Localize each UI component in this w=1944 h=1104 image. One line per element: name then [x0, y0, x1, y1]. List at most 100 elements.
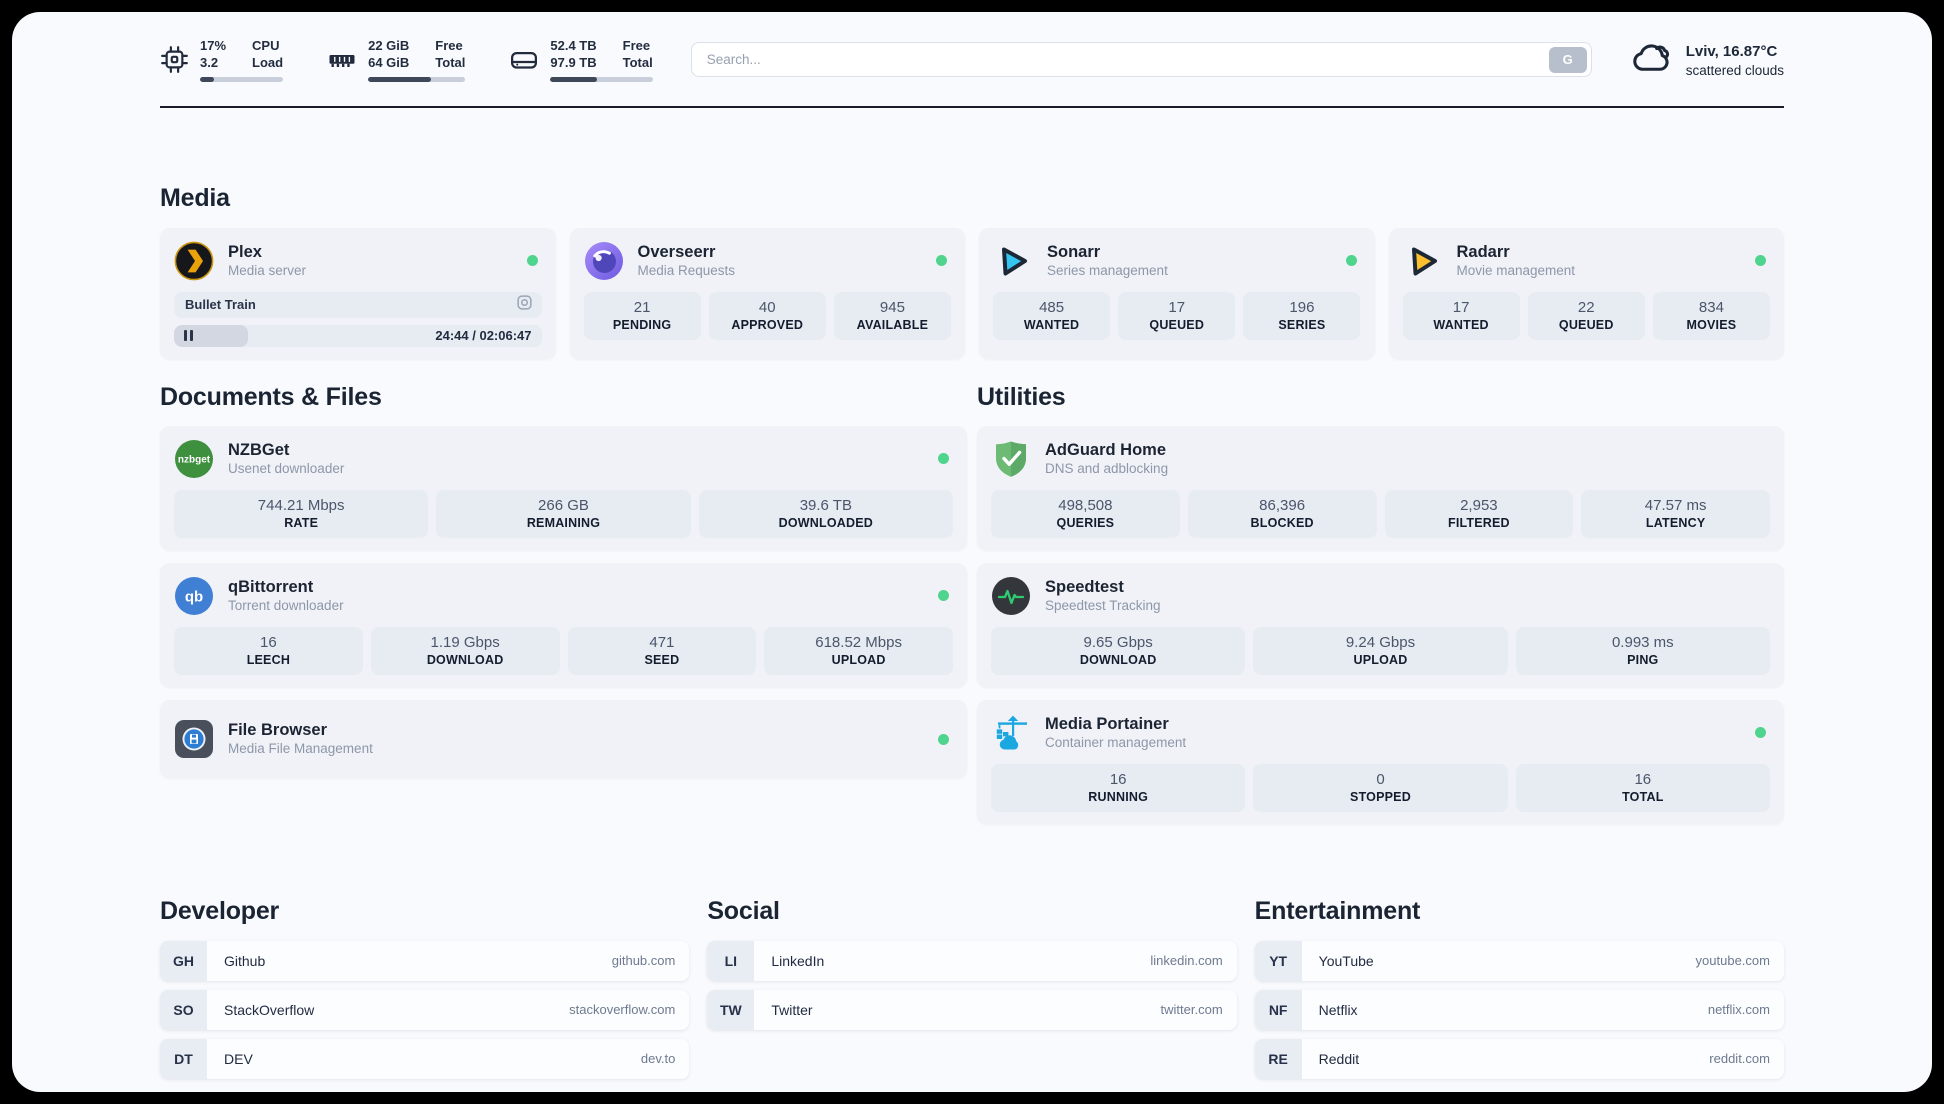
app-card-plex[interactable]: Plex Media server Bullet Train: [160, 227, 556, 359]
app-name: qBittorrent: [228, 577, 314, 596]
sonarr-icon: [993, 241, 1033, 281]
app-card-portainer[interactable]: Media Portainer Container management 16 R…: [977, 699, 1784, 824]
cloud-icon: [1630, 39, 1674, 80]
bookmark-dev[interactable]: DT DEV dev.to: [160, 1038, 690, 1079]
bookmark-url: dev.to: [640, 1051, 676, 1067]
bookmark-name: StackOverflow: [224, 1001, 315, 1018]
bookmark-name: Reddit: [1318, 1050, 1360, 1067]
bookmark-twitter[interactable]: TW Twitter twitter.com: [707, 989, 1237, 1030]
bookmark-netflix[interactable]: NF Netflix netflix.com: [1254, 989, 1784, 1030]
stat-downloaded: 39.6 TB DOWNLOADED: [698, 489, 953, 538]
app-card-sonarr[interactable]: Sonarr Series management 485 WANTED 17 QUE…: [979, 227, 1375, 359]
bookmark-url: youtube.com: [1695, 953, 1770, 969]
screenshot-icon[interactable]: [516, 294, 533, 316]
bookmark-abbr: LI: [707, 940, 755, 981]
search-bar: G: [690, 42, 1592, 78]
app-description: Media File Management: [228, 741, 373, 757]
bookmark-abbr: GH: [160, 940, 207, 981]
stat-queued: 17 QUEUED: [1118, 291, 1236, 340]
bookmark-url: reddit.com: [1709, 1051, 1770, 1067]
dashboard-page: 17% 3.2 CPU Load: [12, 12, 1932, 1092]
app-name: Sonarr: [1047, 242, 1101, 261]
status-badge: [1755, 726, 1766, 738]
top-bar: 17% 3.2 CPU Load: [160, 12, 1784, 82]
weather-widget: Lviv, 16.87°C scattered clouds: [1630, 39, 1784, 80]
app-name: Radarr: [1456, 242, 1510, 261]
weather-summary: Lviv, 16.87°C: [1685, 43, 1778, 61]
section-title-social: Social: [707, 896, 780, 925]
now-playing-row: Bullet Train: [174, 291, 542, 318]
memory-values: 22 GiB 64 GiB: [368, 38, 410, 70]
app-card-radarr[interactable]: Radarr Movie management 17 WANTED 22 QUEUE…: [1388, 227, 1784, 359]
app-description: Usenet downloader: [228, 461, 345, 477]
app-name: File Browser: [228, 720, 328, 739]
app-card-nzbget[interactable]: nzbget NZBGet Usenet downloader 744.21 M…: [160, 425, 967, 550]
stat-pending: 21 PENDING: [583, 291, 701, 340]
app-card-filebrowser[interactable]: File Browser Media File Management: [160, 699, 967, 778]
bookmark-youtube[interactable]: YT YouTube youtube.com: [1254, 940, 1784, 981]
status-badge: [938, 733, 949, 745]
stat-queries: 498,508 QUERIES: [991, 489, 1180, 538]
bookmark-abbr: RE: [1254, 1038, 1302, 1079]
status-badge: [1755, 254, 1766, 266]
bookmark-name: Netflix: [1318, 1001, 1358, 1018]
app-name: Plex: [228, 242, 262, 261]
stat-total: 16 TOTAL: [1515, 763, 1770, 812]
filebrowser-icon: [174, 719, 214, 759]
stat-download: 1.19 Gbps DOWNLOAD: [370, 626, 560, 675]
stat-filtered: 2,953 FILTERED: [1384, 489, 1574, 538]
ram-icon: [327, 45, 357, 75]
bookmark-github[interactable]: GH Github github.com: [160, 940, 690, 981]
playback-progress-bar: 24:44 / 02:06:47: [174, 324, 542, 347]
app-card-overseerr[interactable]: Overseerr Media Requests 21 PENDING 40 APP…: [569, 227, 965, 359]
bookmark-name: Github: [224, 952, 266, 969]
section-title-entertainment: Entertainment: [1254, 896, 1421, 925]
bookmark-url: github.com: [611, 953, 676, 969]
bookmark-name: YouTube: [1318, 952, 1374, 969]
stat-approved: 40 APPROVED: [708, 291, 826, 340]
bookmark-linkedin[interactable]: LI LinkedIn linkedin.com: [707, 940, 1237, 981]
section-title-media: Media: [160, 183, 230, 212]
app-card-speedtest[interactable]: Speedtest Speedtest Tracking 9.65 Gbps DO…: [977, 562, 1784, 687]
cpu-values: 17% 3.2: [200, 38, 227, 70]
stat-remaining: 266 GB REMAINING: [436, 489, 691, 538]
status-badge: [938, 452, 949, 464]
stat-rate: 744.21 Mbps RATE: [174, 489, 429, 538]
cpu-icon: [160, 45, 189, 74]
adguard-icon: [991, 439, 1031, 479]
svg-text:nzbget: nzbget: [178, 454, 211, 465]
app-name: AdGuard Home: [1045, 440, 1167, 459]
stat-ping: 0.993 ms PING: [1515, 626, 1770, 675]
memory-progress-bar: [368, 76, 466, 82]
bookmark-abbr: TW: [707, 989, 755, 1030]
playback-time: 24:44 / 02:06:47: [435, 328, 532, 344]
search-engine-button[interactable]: G: [1548, 46, 1587, 73]
cpu-progress-bar: [200, 76, 284, 82]
stat-blocked: 86,396 BLOCKED: [1187, 489, 1377, 538]
stat-seed: 471 SEED: [567, 626, 757, 675]
pause-icon: [184, 330, 193, 342]
bookmark-stackoverflow[interactable]: SO StackOverflow stackoverflow.com: [160, 989, 690, 1030]
bookmark-abbr: SO: [160, 989, 207, 1030]
app-description: DNS and adblocking: [1045, 461, 1169, 477]
bookmark-url: stackoverflow.com: [569, 1002, 676, 1018]
bookmark-name: DEV: [224, 1050, 253, 1067]
disk-values: 52.4 TB 97.9 TB: [550, 38, 597, 70]
app-card-qbittorrent[interactable]: qb qBittorrent Torrent downloader 16 LEEC…: [160, 562, 967, 687]
system-metrics: 17% 3.2 CPU Load: [160, 38, 653, 82]
search-input[interactable]: [690, 42, 1592, 78]
bookmark-reddit[interactable]: RE Reddit reddit.com: [1254, 1038, 1784, 1079]
stat-queued: 22 QUEUED: [1527, 291, 1645, 340]
section-title-documents: Documents & Files: [160, 382, 382, 411]
nzbget-icon: nzbget: [174, 439, 214, 479]
now-playing-title: Bullet Train: [185, 297, 256, 313]
qbittorrent-icon: qb: [174, 576, 214, 616]
bookmark-abbr: DT: [160, 1038, 207, 1079]
stat-latency: 47.57 ms LATENCY: [1581, 489, 1770, 538]
bookmark-url: linkedin.com: [1150, 953, 1223, 969]
app-description: Container management: [1045, 735, 1187, 751]
app-card-adguard[interactable]: AdGuard Home DNS and adblocking 498,508 Q…: [977, 425, 1784, 550]
speedtest-icon: [991, 576, 1031, 616]
stat-wanted: 17 WANTED: [1402, 291, 1520, 340]
disk-widget: 52.4 TB 97.9 TB Free Total: [509, 38, 653, 82]
